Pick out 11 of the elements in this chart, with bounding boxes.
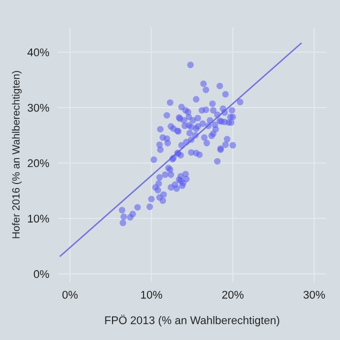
y-tick-label: 10% xyxy=(28,214,50,223)
y-tick-label: 30% xyxy=(28,104,50,112)
y-tick-label: 40% xyxy=(27,48,50,56)
x-tick-label: 0% xyxy=(62,290,78,299)
y-axis-title: Hofer 2016 (% an Wahlberechtigten) xyxy=(12,71,22,238)
y-tick-label: 20% xyxy=(28,159,50,168)
y-tick-label: 0% xyxy=(34,270,50,278)
x-tick-label: 10% xyxy=(141,290,162,299)
x-tick-label: 30% xyxy=(303,290,325,299)
x-tick-label: 20% xyxy=(222,290,244,299)
x-axis-title: FPÖ 2013 (% an Wahlberechtigten) xyxy=(105,314,280,326)
